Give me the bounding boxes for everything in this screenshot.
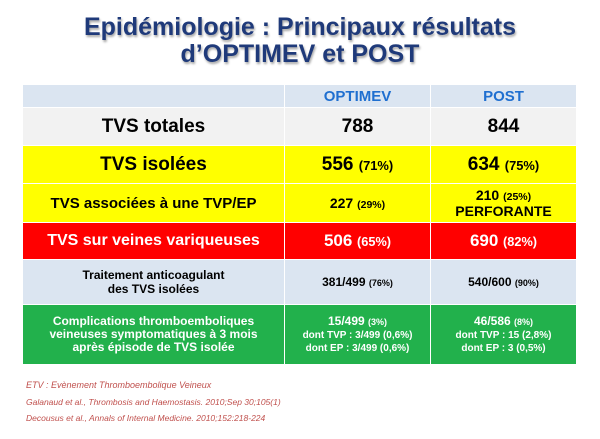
optimev-cell: 381/499 (76%): [284, 259, 431, 305]
post-tvp-percent: (2,8%): [522, 329, 552, 341]
post-cell: 844: [430, 107, 577, 146]
optimev-value: 506: [323, 231, 353, 250]
post-value: 46/586: [473, 313, 511, 328]
row-label: TVS isolées: [22, 145, 285, 184]
optimev-cell: 227 (29%): [284, 183, 431, 223]
optimev-percent: (71%): [358, 157, 394, 173]
post-cell: 46/586 (8%) dont TVP : 15 (2,8%) dont EP…: [430, 304, 577, 365]
optimev-percent: (3%): [368, 316, 388, 327]
slide-title-line2: d’OPTIMEV et POST: [180, 40, 420, 68]
optimev-percent: (76%): [368, 278, 393, 288]
post-ep: dont EP : 3: [461, 342, 514, 354]
post-tvp: dont TVP : 15: [455, 329, 520, 341]
optimev-tvp: dont TVP : 3/499: [302, 329, 381, 341]
optimev-cell: 788: [284, 107, 431, 146]
post-cell: 540/600 (90%): [430, 259, 577, 305]
post-value: 210: [475, 187, 500, 203]
optimev-value: 227: [329, 195, 354, 211]
table-row: TVS isolées 556 (71%) 634 (75%): [22, 145, 577, 184]
optimev-ep: dont EP : 3/499: [305, 342, 378, 354]
optimev-cell: 556 (71%): [284, 145, 431, 184]
table-row: TVS sur veines variqueuses 506 (65%) 690…: [22, 222, 577, 260]
post-percent: (75%): [504, 157, 540, 173]
row-label-line2: des TVS isolées: [107, 282, 200, 296]
table-row: Traitement anticoagulant des TVS isolées…: [22, 259, 577, 305]
row-label: TVS totales: [22, 107, 285, 146]
row-label-line3: après épisode de TVS isolée: [72, 340, 235, 354]
row-label: TVS sur veines variqueuses: [22, 222, 285, 260]
optimev-value: 381/499: [322, 275, 366, 289]
post-cell: 634 (75%): [430, 145, 577, 184]
optimev-value: 788: [341, 115, 374, 137]
table-row: TVS associées à une TVP/EP 227 (29%) 210…: [22, 183, 577, 223]
post-ep-percent: (0,5%): [516, 342, 546, 354]
optimev-tvp-percent: (0,6%): [382, 329, 413, 341]
post-cell: 210 (25%) PERFORANTE: [430, 183, 577, 223]
optimev-cell: 506 (65%): [284, 222, 431, 260]
row-label-line1: Complications thromboemboliques: [52, 314, 255, 328]
table-row: TVS totales 788 844: [22, 107, 577, 146]
header-optimev: OPTIMEV: [284, 84, 431, 108]
post-perforante-label: PERFORANTE: [455, 203, 552, 219]
row-label: Traitement anticoagulant des TVS isolées: [22, 259, 285, 305]
table-header-row: OPTIMEV POST: [22, 84, 577, 108]
post-percent: (82%): [503, 234, 538, 249]
post-percent: (8%): [514, 316, 534, 327]
slide-title-line1: Epidémiologie : Principaux résultats: [83, 13, 517, 41]
optimev-percent: (29%): [357, 199, 386, 211]
post-value: 844: [487, 115, 520, 137]
results-table: OPTIMEV POST TVS totales 788 844 TVS iso…: [22, 84, 577, 365]
reference-decousus: Decousus et al., Annals of Internal Medi…: [26, 413, 266, 423]
post-percent: (25%): [503, 191, 532, 203]
row-label: TVS associées à une TVP/EP: [22, 183, 285, 223]
optimev-ep-percent: (0,6%): [379, 342, 410, 354]
post-cell: 690 (82%): [430, 222, 577, 260]
post-value: 634: [467, 153, 500, 175]
row-label-line2: veineuses symptomatiques à 3 mois: [49, 327, 258, 341]
optimev-cell: 15/499 (3%) dont TVP : 3/499 (0,6%) dont…: [284, 304, 431, 365]
post-value: 690: [469, 231, 499, 250]
header-empty-cell: [22, 84, 285, 108]
post-percent: (90%): [514, 278, 539, 288]
optimev-percent: (65%): [357, 234, 392, 249]
table-row: Complications thromboemboliques veineuse…: [22, 304, 577, 365]
etv-definition: ETV : Evènement Thromboembolique Veineux: [26, 380, 212, 390]
row-label: Complications thromboemboliques veineuse…: [22, 304, 285, 365]
optimev-value: 15/499: [327, 313, 365, 328]
reference-galanaud: Galanaud et al., Thrombosis and Haemosta…: [26, 397, 281, 407]
optimev-value: 556: [321, 153, 354, 175]
row-label-line1: Traitement anticoagulant: [82, 268, 225, 282]
slide-title: Epidémiologie : Principaux résultats d’O…: [0, 14, 600, 68]
post-value: 540/600: [468, 275, 512, 289]
header-post: POST: [430, 84, 577, 108]
